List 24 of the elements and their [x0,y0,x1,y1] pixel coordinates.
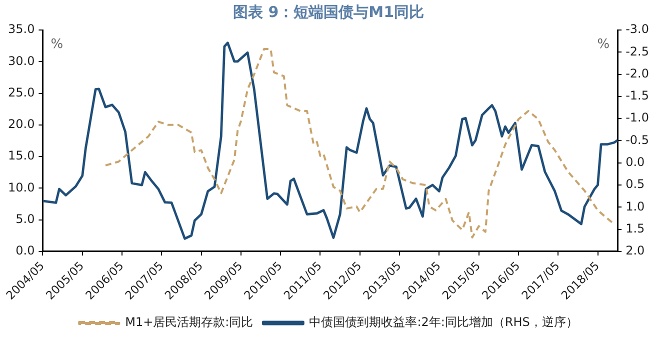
y-tick-label: 10.0 [8,180,35,194]
y2-tick-label: 2.0 [626,244,645,258]
y-axis-title: % [50,36,64,52]
y2-tick-label: -2.5 [626,44,650,58]
y-tick-label: 30.0 [8,54,35,68]
y-tick-label: 25.0 [8,85,35,100]
legend-label: 中债国债到期收益率:2年:同比增加（RHS，逆序） [309,315,578,330]
y2-tick-label: -3.0 [626,22,650,36]
y2-tick-label: 1.0 [626,199,645,214]
y2-tick-label: -0.5 [626,132,650,147]
y2-tick-label: 1.5 [626,221,645,236]
chart-title: 图表 9：短端国债与M1同比 [232,2,424,21]
y2-tick-label: -1.0 [626,110,650,125]
y-tick-label: 5.0 [16,212,35,226]
y2-tick-label: 0.0 [626,155,645,169]
y2-axis-title: % [597,36,610,52]
y2-tick-label: -2.0 [626,66,650,80]
y-tick-label: 0.0 [16,244,35,258]
legend-label: M1+居民活期存款:同比 [125,315,254,330]
y2-tick-label: -1.5 [626,88,650,103]
y-tick-label: 35.0 [8,22,35,36]
y2-tick-label: 0.5 [626,177,645,192]
y-tick-label: 15.0 [8,148,35,163]
y-tick-label: 20.0 [8,117,35,132]
